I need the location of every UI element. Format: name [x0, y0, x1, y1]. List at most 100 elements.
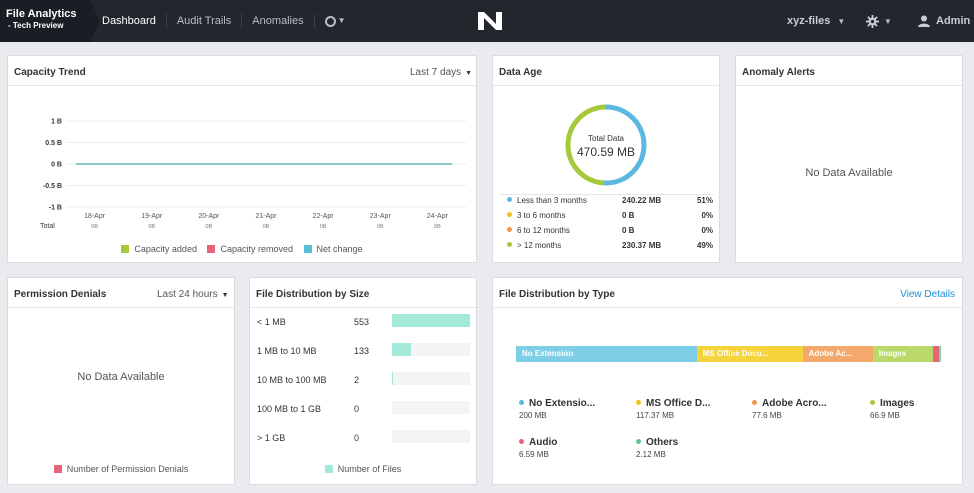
- type-legend-item[interactable]: Images 66.9 MB: [870, 398, 914, 420]
- type-label: Adobe Acro...: [762, 398, 827, 409]
- bar-track: [392, 314, 470, 327]
- type-legend-item[interactable]: No Extensio... 200 MB: [519, 398, 595, 420]
- data-age-table: Less than 3 months 240.22 MB 51% 3 to 6 …: [507, 196, 713, 256]
- type-label: No Extensio...: [529, 398, 596, 409]
- nav-audit-trails[interactable]: Audit Trails: [167, 14, 243, 28]
- legend-capacity-added[interactable]: Capacity added: [121, 244, 197, 254]
- age-label: Less than 3 months: [517, 196, 587, 205]
- y-tick-label: -0.5 B: [43, 183, 62, 190]
- legend-label: Net change: [316, 244, 363, 254]
- size-row[interactable]: > 1 GB 0: [250, 423, 478, 452]
- nav-anomalies[interactable]: Anomalies: [242, 14, 315, 28]
- x-tick-sublabel: 0B: [377, 224, 384, 230]
- legend-swatch: [207, 245, 216, 253]
- x-tick-label: 19-Apr: [141, 213, 163, 220]
- age-pct: 0%: [701, 226, 713, 235]
- x-tick-label: 23-Apr: [370, 213, 392, 220]
- size-label: 1 MB to 10 MB: [257, 346, 317, 356]
- nav-status-menu[interactable]: ▼: [315, 14, 356, 28]
- size-row[interactable]: 1 MB to 10 MB 133: [250, 336, 478, 365]
- capacity-trend-panel: Capacity Trend Last 7 days ▼ 1 B 0.5 B 0 B -…: [7, 55, 477, 263]
- denials-range-dropdown[interactable]: Last 24 hours ▼: [157, 289, 229, 300]
- bullet-icon: [752, 400, 757, 405]
- bar-track: [392, 343, 470, 356]
- empty-state: No Data Available: [805, 167, 893, 179]
- divider: [493, 307, 962, 308]
- type-label: Audio: [529, 437, 558, 448]
- range-value: Last 7 days: [410, 67, 462, 78]
- size-row[interactable]: < 1 MB 553: [250, 307, 478, 336]
- size-row[interactable]: 10 MB to 100 MB 2: [250, 365, 478, 394]
- age-pct: 0%: [701, 211, 713, 220]
- nutanix-logo: [478, 12, 502, 30]
- bar-track: [392, 401, 470, 414]
- settings-menu[interactable]: ▼: [866, 0, 892, 42]
- bullet-icon: [519, 439, 524, 444]
- server-selector[interactable]: xyz-files ▼: [787, 0, 845, 42]
- panel-title: File Distribution by Size: [256, 289, 370, 300]
- capacity-range-dropdown[interactable]: Last 7 days ▼: [410, 67, 472, 78]
- donut-center-value: 470.59 MB: [576, 145, 636, 159]
- permission-denials-panel: Permission Denials Last 24 hours ▼ No Dat…: [7, 277, 235, 485]
- y-tick-label: -1 B: [49, 205, 62, 212]
- type-distribution-panel: File Distribution by Type View Details N…: [492, 277, 963, 485]
- legend-label: Capacity added: [134, 244, 197, 254]
- capacity-legend: Capacity added Capacity removed Net chan…: [8, 244, 476, 254]
- server-name: xyz-files: [787, 15, 831, 27]
- legend-net-change[interactable]: Net change: [303, 244, 363, 254]
- x-tick-label: 21-Apr: [255, 213, 277, 220]
- panel-title: Capacity Trend: [14, 67, 86, 78]
- y-tick-label: 0.5 B: [45, 140, 62, 147]
- size-count: 133: [354, 346, 370, 356]
- chevron-down-icon: ▼: [221, 292, 229, 299]
- y-tick-label: 0 B: [51, 162, 62, 169]
- type-bar-segment[interactable]: No Extension: [516, 346, 697, 362]
- age-pct: 51%: [696, 196, 713, 205]
- age-label: 3 to 6 months: [517, 211, 566, 220]
- panel-title: Permission Denials: [14, 289, 107, 300]
- panel-title: Anomaly Alerts: [742, 67, 815, 78]
- legend-capacity-removed[interactable]: Capacity removed: [207, 244, 293, 254]
- divider: [8, 85, 476, 86]
- user-menu[interactable]: Admin: [918, 0, 970, 42]
- type-size: 2.12 MB: [636, 450, 666, 459]
- app-brand[interactable]: File Analytics - Tech Preview: [0, 0, 90, 42]
- status-circle-icon: [324, 15, 336, 27]
- data-age-panel: Data Age Total Data 470.59 MB Less than …: [492, 55, 720, 263]
- nav-dashboard[interactable]: Dashboard: [92, 14, 167, 28]
- view-details-link[interactable]: View Details: [900, 289, 955, 300]
- size-count: 2: [354, 375, 360, 385]
- legend-label: Number of Permission Denials: [66, 464, 189, 474]
- type-legend-item[interactable]: MS Office D... 117.37 MB: [636, 398, 710, 420]
- type-bar-segment[interactable]: MS Office Docu...: [696, 346, 803, 362]
- type-bar-segment[interactable]: Adobe Ac...: [802, 346, 873, 362]
- type-legend-item[interactable]: Adobe Acro... 77.6 MB: [752, 398, 827, 420]
- donut-segment-old: [565, 104, 647, 186]
- anomaly-alerts-panel: Anomaly Alerts No Data Available: [735, 55, 963, 263]
- divider: [8, 307, 234, 308]
- bullet-icon: [870, 400, 875, 405]
- type-bar-segment[interactable]: Images: [872, 346, 934, 362]
- age-size: 0 B: [622, 211, 635, 220]
- legend-swatch: [53, 465, 62, 473]
- type-bar-segment[interactable]: [933, 346, 940, 362]
- size-count: 553: [354, 317, 370, 327]
- panel-title: Data Age: [499, 67, 542, 78]
- type-bar-segment[interactable]: [939, 346, 941, 362]
- main-nav: Dashboard Audit Trails Anomalies ▼: [92, 0, 356, 42]
- size-row[interactable]: 100 MB to 1 GB 0: [250, 394, 478, 423]
- table-row: 3 to 6 months 0 B 0%: [507, 211, 713, 226]
- x-tick-sublabel: 0B: [434, 224, 441, 230]
- age-size: 240.22 MB: [622, 196, 662, 205]
- type-legend-item[interactable]: Audio 6.59 MB: [519, 437, 557, 459]
- bullet-icon: [507, 212, 512, 217]
- table-row: 6 to 12 months 0 B 0%: [507, 226, 713, 241]
- brand-arrow: [90, 0, 100, 42]
- bar: [392, 343, 411, 356]
- type-label: Others: [646, 437, 679, 448]
- x-tick-sublabel: 0B: [91, 224, 98, 230]
- bullet-icon: [507, 227, 512, 232]
- bar-track: [392, 430, 470, 443]
- table-row: Less than 3 months 240.22 MB 51%: [507, 196, 713, 211]
- type-legend-item[interactable]: Others 2.12 MB: [636, 437, 678, 459]
